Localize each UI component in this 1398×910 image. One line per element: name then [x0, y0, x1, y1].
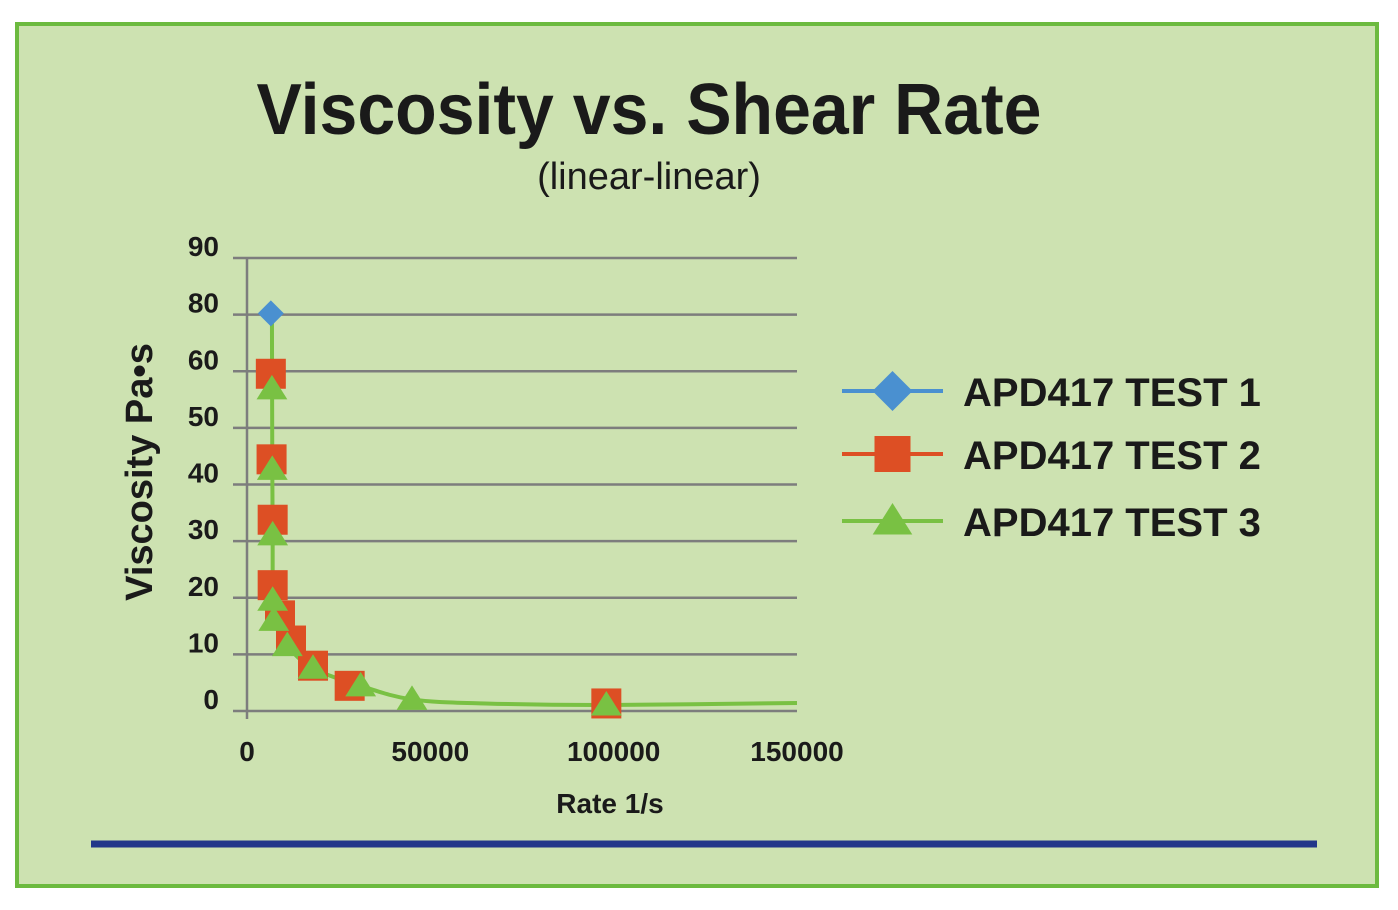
- chart-frame: Viscosity vs. Shear Rate (linear-linear)…: [15, 22, 1379, 888]
- legend-marker-square: [874, 436, 911, 472]
- data-point-triangle: [258, 606, 290, 631]
- legend-marker-triangle: [872, 503, 913, 535]
- y-tick-label: 20: [188, 571, 219, 602]
- legend-label: APD417 TEST 2: [963, 434, 1261, 478]
- data-point-triangle: [297, 654, 329, 679]
- y-tick-label: 90: [188, 231, 219, 262]
- data-point-diamond: [257, 300, 284, 327]
- legend-label: APD417 TEST 1: [963, 371, 1261, 415]
- x-tick-label: 0: [239, 736, 255, 767]
- legend: APD417 TEST 1 APD417 TEST 2 APD417 TEST 3: [842, 371, 1261, 545]
- y-tick-label: 50: [188, 401, 219, 432]
- grid-lines: [233, 256, 797, 656]
- y-tick-label: 80: [188, 288, 219, 319]
- y-tick-label: 30: [188, 514, 219, 545]
- data-point-triangle: [257, 586, 289, 611]
- data-point-triangle: [590, 690, 622, 716]
- data-point-triangle: [345, 671, 377, 697]
- chart-subtitle: (linear-linear): [537, 156, 761, 198]
- y-tick-label: 60: [188, 344, 219, 375]
- x-tick-label: 50000: [391, 736, 469, 767]
- y-tick-label: 40: [188, 458, 219, 489]
- chart-title: Viscosity vs. Shear Rate: [257, 70, 1042, 150]
- x-tick-label: 100000: [567, 736, 660, 767]
- tick-labels: 0 10 20 30 40 50 60 80 90 0 50000 100000 150000: [188, 231, 844, 767]
- data-point-triangle: [256, 374, 288, 400]
- chart-canvas: Viscosity vs. Shear Rate (linear-linear)…: [91, 70, 1317, 848]
- data-point-triangle: [396, 685, 428, 710]
- data-point-triangle: [271, 631, 303, 657]
- y-tick-label: 10: [188, 627, 219, 658]
- legend-label: APD417 TEST 3: [963, 501, 1261, 545]
- data-point-triangle: [257, 520, 289, 546]
- legend-marker-diamond: [872, 371, 913, 411]
- data-markers: [255, 300, 622, 719]
- x-axis-label: Rate 1/s: [556, 788, 663, 819]
- y-tick-label: 0: [203, 684, 219, 715]
- axes: [233, 258, 797, 719]
- x-tick-label: 150000: [750, 736, 843, 767]
- y-axis-label: Viscosity Pa•s: [119, 343, 161, 601]
- data-point-triangle: [256, 455, 288, 480]
